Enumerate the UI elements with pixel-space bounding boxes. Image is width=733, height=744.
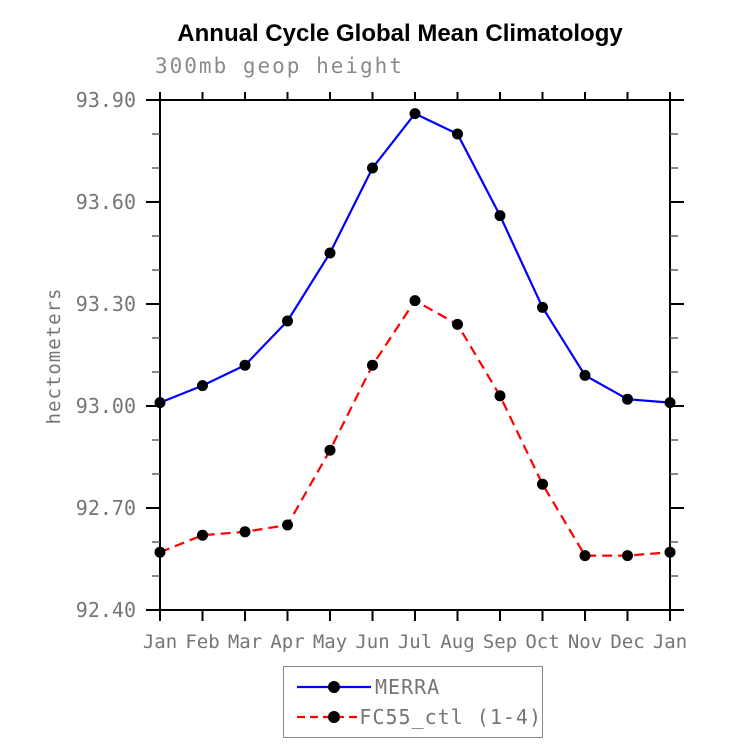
x-tick-label: Nov — [568, 631, 602, 653]
data-point — [452, 128, 463, 140]
legend-label-merra: MERRA — [375, 675, 441, 699]
y-tick-label: 93.30 — [76, 292, 136, 316]
chart-subtitle: 300mb geop height — [155, 54, 404, 78]
y-tick-label: 93.00 — [76, 394, 136, 418]
data-point — [494, 390, 506, 402]
series-line-merra — [159, 112, 671, 404]
data-point — [197, 529, 208, 541]
x-tick-label: Jun — [355, 631, 389, 653]
data-point — [452, 318, 463, 330]
y-tick-label: 93.60 — [76, 190, 136, 214]
x-tick-label: Aug — [440, 631, 474, 653]
x-tick-label: Sep — [483, 631, 517, 653]
y-tick-label: 92.40 — [76, 598, 136, 622]
data-point — [409, 295, 421, 307]
data-point — [664, 546, 676, 558]
data-point — [239, 526, 251, 538]
x-tick-label: Jan — [653, 631, 687, 653]
data-point — [154, 546, 166, 558]
data-point — [367, 359, 378, 371]
x-tick-label: Dec — [610, 631, 644, 653]
legend-item-fc55: FC55_ctl (1-4) — [295, 703, 542, 731]
series-line-fc55 — [159, 299, 671, 557]
data-point — [197, 380, 208, 392]
y-tick-label: 92.70 — [76, 496, 136, 520]
data-point — [537, 301, 548, 313]
legend: MERRA FC55_ctl (1-4) — [283, 666, 543, 738]
data-point — [324, 247, 336, 259]
data-point — [324, 444, 336, 456]
data-point — [622, 393, 633, 405]
x-tick-label: Apr — [270, 631, 304, 653]
data-point — [282, 519, 293, 531]
data-point — [579, 369, 591, 381]
x-tick-label: Feb — [185, 631, 219, 653]
data-point — [154, 397, 166, 409]
legend-item-merra: MERRA — [295, 673, 542, 701]
data-point — [537, 478, 548, 490]
chart-title: Annual Cycle Global Mean Climatology — [177, 20, 623, 47]
data-point — [494, 210, 506, 222]
x-tick-label: Oct — [525, 631, 559, 653]
data-point — [367, 162, 378, 174]
data-point — [409, 108, 421, 120]
x-tick-label: May — [313, 631, 347, 653]
x-tick-label: Jan — [143, 631, 177, 653]
data-point — [664, 397, 676, 409]
y-axis-label: hectometers — [43, 287, 65, 425]
x-tick-label: Jul — [398, 631, 432, 653]
y-tick-label: 93.90 — [76, 88, 136, 112]
data-point — [282, 315, 293, 327]
data-point — [622, 550, 633, 562]
legend-label-fc55: FC55_ctl (1-4) — [359, 705, 542, 729]
legend-line-sample-solid — [297, 681, 371, 693]
legend-line-sample-dashed — [297, 711, 360, 723]
x-tick-label: Mar — [228, 631, 262, 653]
data-point — [579, 550, 591, 562]
data-point — [239, 359, 251, 371]
